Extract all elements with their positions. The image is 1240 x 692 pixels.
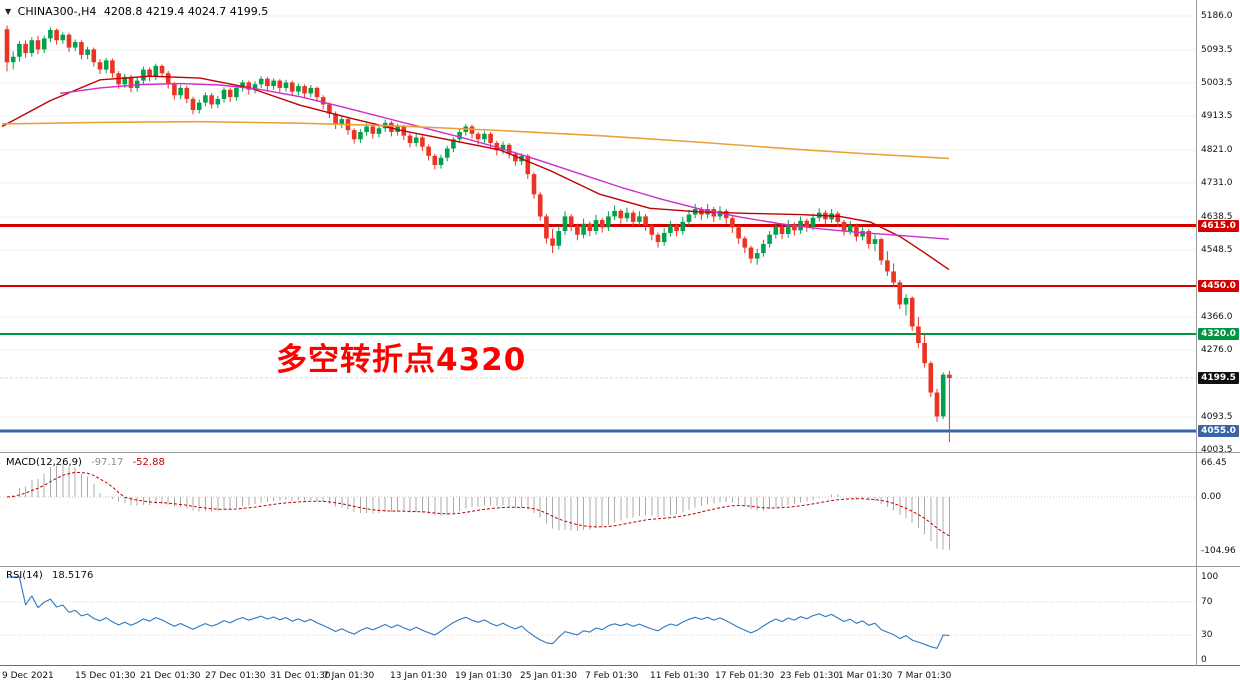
ma-red-line	[1, 75, 950, 271]
price-scale-label: 4638.5	[1201, 211, 1233, 222]
macd-signal-line	[6, 471, 950, 537]
hline-price-badge: 4055.0	[1198, 425, 1239, 438]
price-scale-label: 4913.5	[1201, 111, 1233, 121]
symbol-dropdown-icon[interactable]: ▼	[5, 7, 12, 16]
price-scale-label: 4731.0	[1201, 177, 1233, 188]
time-axis-label: 23 Feb 01:30	[780, 671, 840, 681]
time-axis-label: 17 Feb 01:30	[715, 671, 775, 681]
price-scale-label: 4093.5	[1201, 411, 1233, 422]
rsi-line	[7, 576, 950, 649]
time-axis-label: 7 Feb 01:30	[585, 671, 639, 681]
price-gridlines	[0, 15, 1197, 451]
price-scale-label: 4003.5	[1201, 444, 1233, 455]
price-scale-label: 5186.0	[1201, 11, 1233, 21]
macd-scale-label: 0.00	[1201, 492, 1222, 502]
time-axis-label: 27 Dec 01:30	[205, 671, 266, 681]
annotation-text[interactable]: 多空转折点4320	[276, 342, 527, 378]
price-scale-label: 5093.5	[1201, 44, 1233, 55]
price-scale-label: 4276.0	[1201, 344, 1233, 355]
time-axis-label: 7 Mar 01:30	[897, 671, 952, 681]
price-scale-label: 5003.5	[1201, 77, 1233, 88]
macd-scale-label: 66.45	[1201, 458, 1227, 468]
hline-price-badge: 4320.0	[1198, 327, 1239, 340]
rsi-scale-label: 70	[1201, 597, 1213, 607]
time-axis-label: 19 Jan 01:30	[455, 671, 512, 681]
rsi-scale-label: 30	[1201, 630, 1213, 640]
time-axis-label: 31 Dec 01:30	[270, 671, 331, 681]
price-scale-label: 4548.5	[1201, 244, 1233, 255]
price-scale-label: 4821.0	[1201, 144, 1233, 155]
price-scale-label: 4366.0	[1201, 311, 1233, 322]
hline-price-badge: 4450.0	[1198, 280, 1239, 293]
macd-main-value: -97.17	[91, 457, 124, 468]
rsi-indicator-label: RSI(14) 18.5176	[6, 570, 93, 581]
chart-title: ▼ CHINA300-,H4 4208.8 4219.4 4024.7 4199…	[5, 5, 272, 18]
current-price-badge: 4199.5	[1198, 372, 1239, 385]
time-axis-label: 13 Jan 01:30	[390, 671, 447, 681]
time-axis-label: 15 Dec 01:30	[75, 671, 136, 681]
ma-orange-line	[1, 120, 950, 160]
ohlc-values: 4208.8 4219.4 4024.7 4199.5	[103, 5, 269, 18]
macd-signal-value: -52.88	[132, 457, 165, 468]
symbol-timeframe-label: CHINA300-,H4	[17, 5, 97, 18]
price-scale[interactable]: 5186.0 5093.5 5003.5 4913.5 4821.0 4731.0 4638…	[1197, 0, 1240, 666]
time-axis[interactable]: 9 Dec 2021 15 Dec 01:30 21 Dec 01:30 27 Dec…	[0, 666, 1240, 692]
macd-scale-label: -104.96	[1201, 546, 1236, 556]
time-axis-label: 25 Jan 01:30	[520, 671, 577, 681]
time-axis-label: 21 Dec 01:30	[140, 671, 201, 681]
hline-price-badge: 4615.0	[1198, 219, 1239, 232]
rsi-scale-label: 100	[1201, 572, 1219, 582]
ma-magenta-line	[59, 82, 950, 240]
rsi-scale-label: 0	[1201, 655, 1207, 665]
candlestick-series	[4, 25, 952, 443]
time-axis-label: 9 Dec 2021	[2, 671, 54, 681]
time-axis-label: 11 Feb 01:30	[650, 671, 710, 681]
macd-histogram	[12, 463, 950, 550]
rsi-value: 18.5176	[51, 570, 94, 581]
rsi-name: RSI(14)	[6, 570, 43, 581]
time-axis-label: 7 Jan 01:30	[323, 671, 375, 681]
macd-indicator-label: MACD(12,26,9) -97.17 -52.88	[6, 457, 165, 468]
level-lines[interactable]	[0, 224, 1197, 433]
time-axis-label: 1 Mar 01:30	[838, 671, 893, 681]
macd-name: MACD(12,26,9)	[6, 457, 82, 468]
panel-separators	[0, 0, 1240, 666]
